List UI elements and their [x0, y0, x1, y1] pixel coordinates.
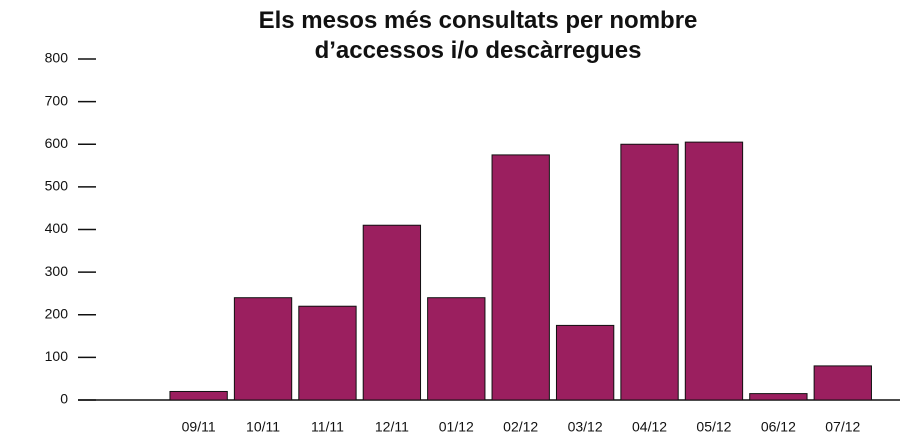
x-tick-label: 04/12	[632, 419, 667, 435]
x-tick-label: 12/11	[375, 419, 409, 435]
x-tick-label: 02/12	[503, 419, 538, 435]
y-tick-label: 200	[45, 305, 69, 321]
x-tick-label: 10/11	[246, 419, 280, 435]
bar	[233, 297, 293, 401]
bar	[555, 324, 615, 401]
bar	[749, 393, 808, 401]
y-tick-label: 700	[45, 92, 69, 108]
y-tick-label: 300	[45, 263, 69, 279]
y-tick-label: 0	[60, 391, 68, 407]
bar	[362, 224, 422, 401]
y-tick-label: 100	[45, 348, 69, 364]
bar	[298, 305, 357, 401]
x-tick-label: 07/12	[825, 419, 860, 435]
x-tick-label: 01/12	[439, 419, 474, 435]
bar	[620, 143, 679, 401]
y-tick-label: 600	[45, 135, 69, 151]
x-tick-label: 09/11	[182, 419, 216, 435]
y-tick-label: 500	[45, 178, 69, 194]
chart-title: Els mesos més consultats per nombre d’ac…	[258, 7, 698, 64]
y-tick-label: 400	[45, 220, 69, 236]
bar	[427, 297, 486, 401]
y-tick-label: 800	[45, 50, 69, 66]
bar	[813, 365, 872, 401]
bar	[491, 154, 550, 401]
x-tick-label: 03/12	[568, 419, 603, 435]
bar	[684, 141, 744, 401]
x-tick-label: 11/11	[311, 419, 344, 435]
x-tick-label: 05/12	[696, 419, 731, 435]
x-tick-label: 06/12	[761, 419, 796, 435]
bar	[169, 390, 228, 401]
